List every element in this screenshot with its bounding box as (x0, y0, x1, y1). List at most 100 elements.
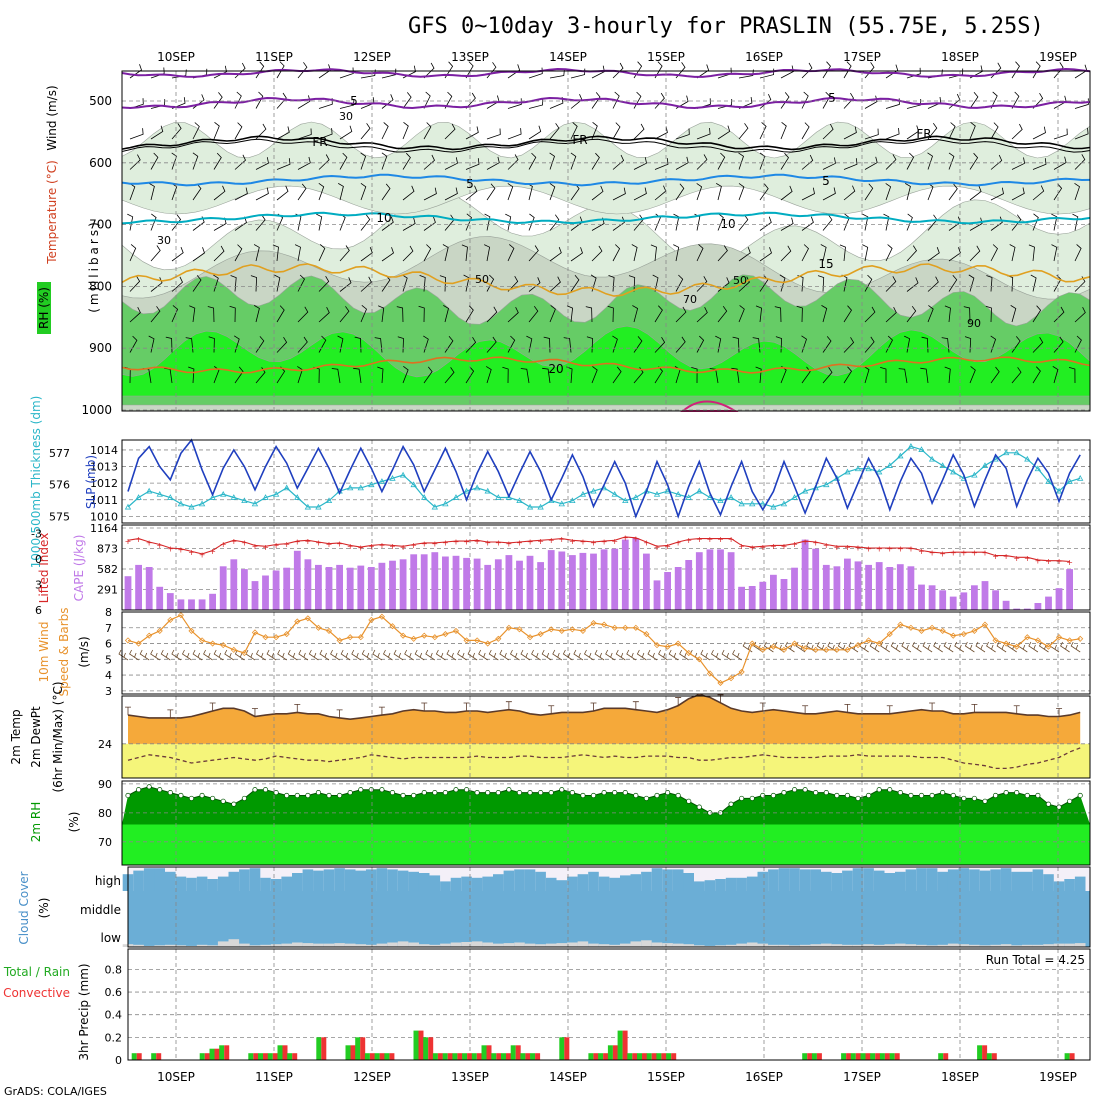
wind10m-barb (647, 649, 658, 661)
wind10m-barb (911, 641, 922, 653)
lifted-index-point: + (315, 539, 322, 548)
cape-bar (516, 560, 523, 610)
thickness-point (653, 490, 661, 497)
wind-barb (150, 152, 159, 170)
isotherm-fr-2 (121, 138, 1091, 153)
wind10m-speed-point (696, 656, 703, 663)
lifted-index-point: + (527, 538, 534, 547)
wind-barb (1011, 61, 1020, 79)
thickness-point (124, 503, 132, 510)
wind-barb (528, 245, 539, 262)
rh2m-point (601, 790, 607, 796)
wind-barb (213, 365, 220, 384)
cape-bar (124, 576, 132, 610)
wind-barb (990, 366, 1000, 384)
wind-barb (927, 247, 940, 262)
rh2m-point (125, 792, 131, 799)
lifted-index-point: + (262, 543, 269, 552)
rh2m-point (1024, 792, 1030, 799)
precip-convective-bar (457, 1053, 463, 1060)
wind-barb (1011, 367, 1022, 384)
lifted-index-point: + (421, 539, 428, 548)
wind-barb (906, 213, 913, 231)
wind-barb (276, 92, 287, 109)
high-cloud-bar (292, 873, 303, 891)
thickness-point (294, 494, 301, 500)
wind10m-barb (139, 649, 150, 661)
wind-barb (920, 367, 929, 384)
thickness-point (368, 481, 375, 488)
rh2m-point (167, 790, 173, 796)
high-cloud-bar (281, 876, 292, 891)
thickness-point (590, 487, 597, 494)
wind10m-barb (605, 649, 615, 661)
thickness-point (135, 494, 142, 500)
low-cloud-bar (545, 943, 557, 947)
precip-total-bar (986, 1053, 992, 1060)
wind10m-barb (541, 649, 552, 661)
wind10m-barb (393, 649, 404, 661)
wind10m-speed-point (590, 619, 597, 627)
wind-barb (906, 67, 921, 79)
rh2m-point (643, 795, 649, 801)
high-cloud-bar (302, 869, 314, 891)
cape-tick: 873 (97, 543, 118, 556)
isotherm-label: FR (312, 135, 327, 149)
wind-barb (863, 366, 870, 384)
wind-barb (402, 365, 409, 384)
wind10m-speed-point (516, 626, 523, 633)
thickness-point (558, 500, 565, 507)
rh2m-point (188, 795, 195, 801)
low-cloud-bar (810, 944, 821, 947)
wind-barb (423, 154, 435, 170)
lifted-index-point: + (632, 534, 639, 543)
thickness-point (1002, 449, 1010, 456)
rh-contour-label: 30 (157, 234, 171, 247)
lifted-index-point: + (770, 542, 777, 551)
wind-barb (969, 92, 979, 109)
date-label-top: 12SEP (353, 50, 391, 64)
wind-barb (297, 274, 305, 292)
cape-bar (717, 549, 724, 610)
pressure-tick: 600 (89, 156, 112, 170)
wind-barb (696, 183, 703, 201)
wind-legend-label: Wind (m/s) (45, 85, 59, 150)
wind-barb (127, 213, 134, 231)
high-cloud-bar (260, 877, 271, 891)
wind-barb (585, 306, 593, 323)
wind10m-speed-point (865, 637, 872, 644)
wind10m-speed-point (950, 632, 957, 639)
wind-barb (591, 152, 600, 170)
wind-barb (339, 67, 354, 79)
wind-barb (171, 246, 184, 262)
high-cloud-bar (545, 877, 557, 891)
thickness-point (1055, 487, 1063, 494)
wind10m-barb (964, 641, 975, 653)
cape-bar (770, 574, 777, 610)
thickness-point (357, 484, 364, 491)
high-cloud-bar (916, 868, 927, 891)
lifted-index-point: + (823, 541, 830, 550)
wind10m-barb (1060, 641, 1070, 653)
rh2m-point (982, 798, 988, 804)
high-cloud-bar (947, 869, 959, 891)
wind-barb (297, 306, 309, 323)
wind10m-barb (710, 649, 721, 661)
wind-barb (591, 245, 603, 262)
wind-barb (318, 128, 333, 140)
thickness-point (209, 494, 216, 500)
wind10m-speed-point (1003, 640, 1010, 647)
wind-barb (150, 277, 163, 292)
low-cloud-bar (757, 943, 769, 947)
precip-total-bar (870, 1053, 876, 1060)
wind-barb (255, 336, 265, 353)
high-cloud-bar (323, 869, 335, 891)
wind10m-speed-point (981, 621, 989, 628)
wind-barb (402, 185, 415, 201)
wind10m-speed-point (653, 642, 661, 649)
precip-convective-bar (369, 1053, 375, 1060)
wind-barb (507, 244, 515, 262)
cape-bar (833, 566, 841, 610)
wind-barb (843, 305, 852, 323)
low-cloud-bar (577, 941, 589, 947)
